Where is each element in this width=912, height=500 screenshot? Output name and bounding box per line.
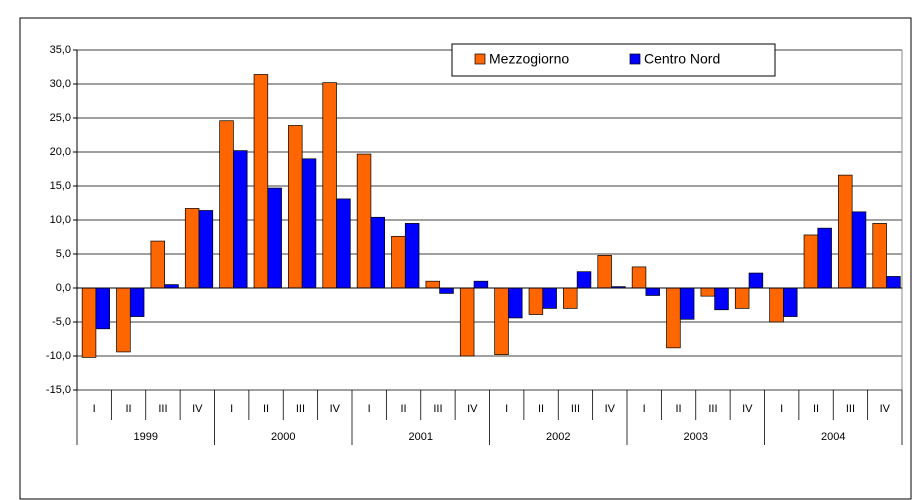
legend-label: Mezzogiorno [489, 51, 569, 67]
bar [666, 287, 681, 349]
y-tick-label: -5,0 [52, 316, 71, 328]
x-tick-label: II [401, 403, 407, 415]
bar [494, 287, 509, 355]
bar [748, 272, 764, 289]
bar [164, 284, 179, 289]
bar [253, 74, 269, 289]
x-tick-label: II [676, 403, 682, 415]
x-tick-label: II [126, 403, 132, 415]
y-tick-label: 30,0 [50, 78, 71, 90]
x-tick-label: III [433, 403, 442, 415]
y-tick-label: 20,0 [50, 146, 71, 158]
bar [734, 287, 750, 309]
bar [356, 153, 372, 289]
bar [150, 240, 166, 289]
legend-swatch [474, 53, 486, 65]
bar [817, 227, 832, 289]
bar [508, 287, 523, 319]
group-label: 2002 [546, 431, 570, 443]
x-tick-label: IV [742, 403, 753, 415]
legend-label: Centro Nord [644, 51, 720, 67]
bar [391, 235, 406, 289]
x-tick-label: IV [605, 403, 616, 415]
x-tick-label: II [813, 403, 819, 415]
bar [116, 287, 131, 353]
group-label: 1999 [134, 431, 158, 443]
bar [576, 271, 592, 289]
x-tick-label: I [505, 403, 508, 415]
x-tick-label: III [296, 403, 305, 415]
bar [851, 211, 867, 289]
group-label: 2003 [684, 431, 708, 443]
bar [184, 208, 200, 289]
bar [336, 198, 351, 289]
y-tick-label: 5,0 [56, 248, 71, 260]
bar [803, 234, 819, 289]
bar [301, 158, 317, 289]
x-tick-label: II [263, 403, 269, 415]
bar [439, 287, 454, 294]
bar [198, 210, 214, 289]
x-tick-label: II [538, 403, 544, 415]
x-tick-label: IV [330, 403, 341, 415]
bar [769, 287, 784, 323]
bar [370, 216, 386, 289]
x-tick-label: I [780, 403, 783, 415]
x-tick-label: III [846, 403, 855, 415]
x-tick-label: I [643, 403, 646, 415]
y-tick-label: 35,0 [50, 44, 71, 56]
x-tick-label: IV [467, 403, 478, 415]
group-label: 2004 [821, 431, 845, 443]
bar [597, 255, 612, 289]
bar [95, 287, 111, 330]
x-tick-label: III [571, 403, 580, 415]
group-label: 2000 [271, 431, 295, 443]
bar [886, 276, 901, 289]
bar [679, 287, 695, 320]
x-tick-label: I [230, 403, 233, 415]
bar [542, 287, 557, 309]
bar [645, 287, 661, 296]
bar [322, 82, 337, 289]
x-tick-label: III [708, 403, 717, 415]
legend-swatch [629, 53, 641, 65]
y-tick-label: 0,0 [56, 282, 71, 294]
y-tick-label: 10,0 [50, 214, 71, 226]
y-tick-label: 15,0 [50, 180, 71, 192]
legend-box [451, 43, 776, 77]
bar [459, 287, 475, 357]
x-tick-label: I [93, 403, 96, 415]
bar [473, 280, 489, 289]
bar [404, 223, 420, 289]
bar [288, 125, 303, 289]
y-tick-label: 25,0 [50, 112, 71, 124]
bar [714, 287, 729, 311]
bar [528, 287, 544, 315]
bar [233, 150, 248, 289]
x-tick-label: IV [192, 403, 203, 415]
x-tick-label: IV [880, 403, 891, 415]
bar [219, 120, 234, 289]
bar [631, 266, 647, 289]
group-label: 2001 [409, 431, 433, 443]
x-tick-label: I [368, 403, 371, 415]
bar [425, 280, 441, 289]
bar [81, 287, 97, 358]
bar [783, 287, 798, 317]
bar [563, 287, 578, 309]
bar [267, 187, 282, 289]
bar [838, 174, 853, 289]
x-tick-label: III [158, 403, 167, 415]
y-tick-label: -15,0 [46, 384, 71, 396]
chart-frame [19, 17, 912, 500]
legend: Mezzogiorno Centro Nord [451, 43, 776, 77]
bar [700, 287, 716, 297]
bar [129, 287, 145, 317]
bar [872, 223, 887, 289]
y-tick-label: -10,0 [46, 350, 71, 362]
